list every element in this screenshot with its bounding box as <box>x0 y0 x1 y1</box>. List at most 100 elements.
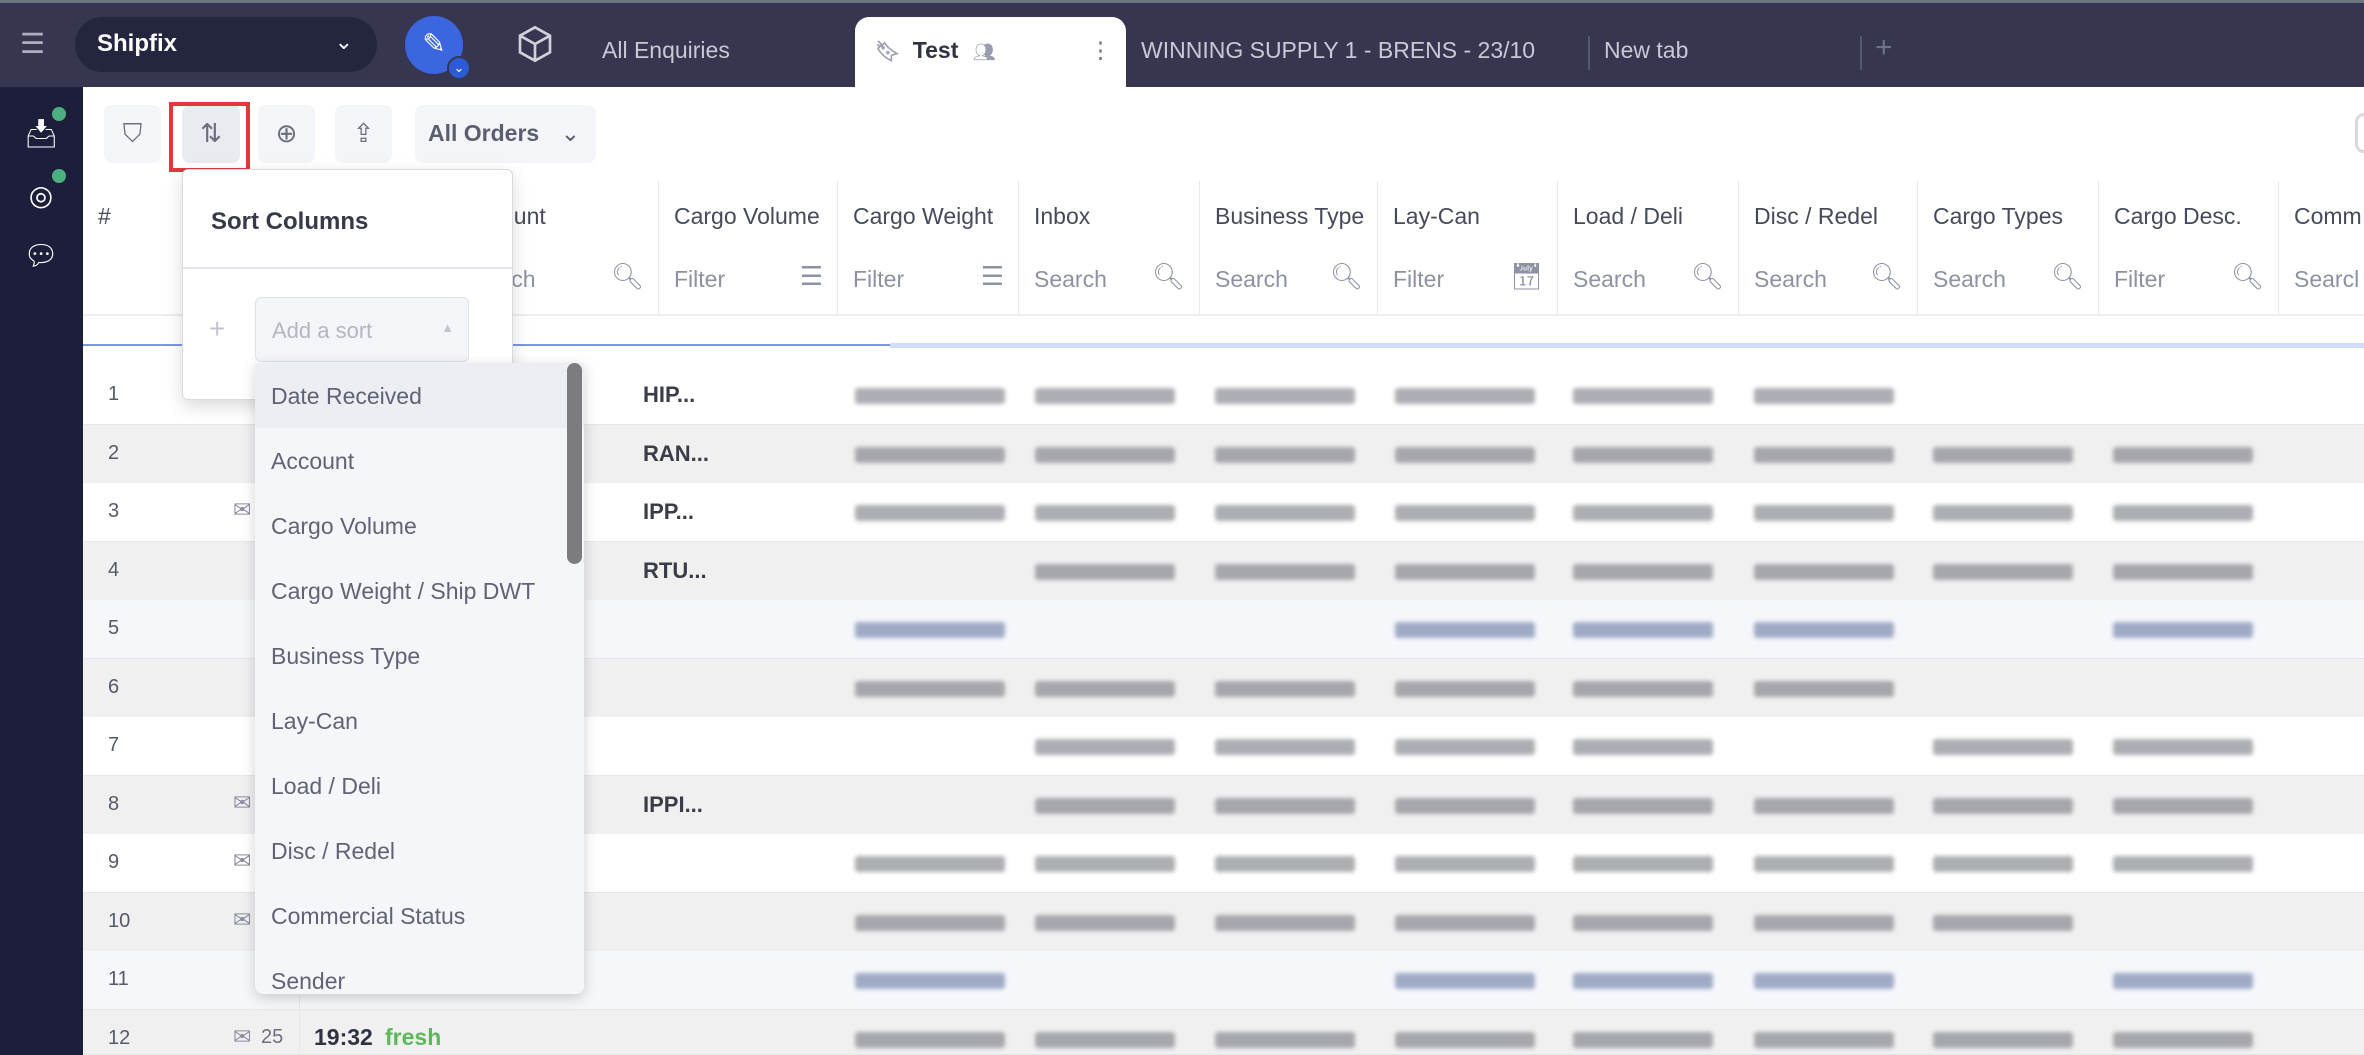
tab-label: All Enquiries <box>602 37 730 63</box>
redacted-cell <box>2113 797 2253 814</box>
compose-button[interactable]: ✎ ⌄ <box>405 16 471 80</box>
chevron-down-icon[interactable]: ⌄ <box>447 56 471 80</box>
sort-option[interactable]: Disc / Redel <box>271 838 395 864</box>
add-button[interactable]: ⊕ <box>258 105 315 163</box>
redacted-cell <box>1215 1031 1355 1048</box>
inbox-icon[interactable]: 📥︎ <box>22 107 66 155</box>
redacted-cell <box>1933 914 2073 931</box>
column-header[interactable]: Inbox Search 🔍︎ <box>1019 181 1200 315</box>
row-number: 2 <box>108 441 120 464</box>
redacted-cell <box>1035 680 1175 697</box>
tab-label: New tab <box>1604 37 1689 63</box>
redacted-cell <box>1395 1031 1535 1048</box>
redacted-cell <box>1754 622 1894 638</box>
filter-button[interactable]: ⛉ <box>104 105 161 163</box>
redacted-cell <box>1754 1031 1894 1048</box>
header-divider <box>83 314 2364 316</box>
column-header[interactable]: Disc / Redel Search 🔍︎ <box>1739 181 1918 315</box>
column-header[interactable]: Comm Searcl <box>2279 181 2364 315</box>
redacted-cell <box>2113 1031 2253 1048</box>
column-title: Lay-Can <box>1393 203 1480 229</box>
column-filter-input[interactable]: Search <box>1573 266 1646 292</box>
menu-icon[interactable]: ☰ <box>20 28 46 59</box>
redacted-cell <box>1933 563 2073 580</box>
redacted-cell <box>1933 446 2073 463</box>
redacted-cell <box>1573 973 1713 989</box>
sort-option[interactable]: Sender <box>271 968 346 994</box>
column-header[interactable]: Cargo Types Search 🔍︎ <box>1918 181 2099 315</box>
add-sort-select[interactable]: Add a sort ▲ <box>255 297 469 362</box>
column-header[interactable]: Cargo Desc. Filter 🔍︎ <box>2099 181 2279 315</box>
sort-option[interactable]: Lay-Can <box>271 708 358 734</box>
sort-option[interactable]: Load / Deli <box>271 773 381 799</box>
tab-winning-supply[interactable]: WINNING SUPPLY 1 - BRENS - 23/10 <box>1141 17 1535 87</box>
filter-icon: ⛉ <box>122 118 143 148</box>
column-filter-input[interactable]: Searcl <box>2294 266 2360 292</box>
row-number: 6 <box>108 675 120 698</box>
tab-test[interactable]: 🔖︎ Test 👥︎ ⋮ <box>855 17 1126 87</box>
chat-icon[interactable]: 💬︎ <box>23 240 59 271</box>
redacted-cell <box>1215 739 1355 755</box>
column-filter-input[interactable]: Filter <box>674 266 726 292</box>
redacted-cell <box>1215 914 1355 931</box>
sort-option[interactable]: Date Received <box>255 363 584 428</box>
redacted-cell <box>1933 856 2073 872</box>
redacted-cell <box>1035 856 1175 872</box>
sort-option[interactable]: Cargo Weight / Ship DWT <box>271 578 536 604</box>
row-number: 10 <box>108 909 131 932</box>
row-number: 9 <box>108 851 120 873</box>
sort-option[interactable]: Account <box>271 448 355 474</box>
redacted-cell <box>2113 973 2253 989</box>
sort-options-dropdown: Date Received Account Cargo Volume Cargo We… <box>255 363 584 994</box>
redacted-cell <box>1933 1031 2073 1048</box>
column-filter-input[interactable]: Search <box>1933 266 2006 292</box>
row-number: 5 <box>108 617 120 639</box>
redacted-cell <box>1395 914 1535 931</box>
column-title: Inbox <box>1034 203 1091 229</box>
view-select[interactable]: All Orders ⌄ <box>415 105 596 163</box>
column-header[interactable]: Cargo Volume Filter ☰ <box>659 181 838 315</box>
column-title: Business Type <box>1215 203 1365 229</box>
redacted-cell <box>1395 563 1535 580</box>
account-cell: RTU... <box>643 557 707 583</box>
column-filter-input[interactable]: Search <box>1215 266 1288 292</box>
row-number: 7 <box>108 734 120 756</box>
redacted-cell <box>1395 856 1535 872</box>
column-filter-input[interactable]: Filter <box>853 266 905 292</box>
column-filter-input[interactable]: Filter <box>2114 266 2166 292</box>
tab-new-tab[interactable]: New tab <box>1604 17 1688 87</box>
column-filter-input[interactable]: Search <box>1034 266 1107 292</box>
column-header[interactable]: Load / Deli Search 🔍︎ <box>1558 181 1739 315</box>
dropdown-scrollbar[interactable] <box>567 363 582 564</box>
notification-dot <box>52 169 66 183</box>
cube-icon[interactable] <box>515 24 555 64</box>
column-filter-input[interactable]: Filter <box>1393 266 1445 292</box>
workspace-switcher[interactable]: Shipfix ⌄ <box>75 17 377 72</box>
redacted-cell <box>1035 446 1175 463</box>
column-header[interactable]: Lay-Can Filter 📅︎ <box>1378 181 1558 315</box>
column-header[interactable]: Business Type Search 🔍︎ <box>1200 181 1378 315</box>
export-button[interactable]: ⇪ <box>335 105 392 163</box>
redacted-cell <box>1395 973 1535 989</box>
table-row[interactable]: 12 ✉︎ 25 19:32 fresh <box>83 1009 2364 1055</box>
add-tab-button[interactable]: + <box>1875 31 1893 64</box>
redacted-cell <box>2113 563 2253 580</box>
radar-icon[interactable]: ◎ <box>22 169 66 217</box>
redacted-cell <box>1933 505 2073 521</box>
sort-option[interactable]: Cargo Volume <box>271 513 417 539</box>
avatar[interactable] <box>2355 113 2364 153</box>
more-options-icon[interactable]: ⋮ <box>1089 37 1112 63</box>
sort-button[interactable]: ⇅ <box>182 105 240 163</box>
sort-option[interactable]: Commercial Status <box>271 903 466 929</box>
search-icon: 🔍︎ <box>2050 261 2084 291</box>
redacted-cell <box>1035 388 1175 404</box>
column-filter-input[interactable]: Search <box>1754 266 1827 292</box>
tab-all-enquiries[interactable]: All Enquiries <box>602 17 730 87</box>
redacted-cell <box>1215 680 1355 697</box>
loading-bar <box>890 343 2364 348</box>
popover-title: Sort Columns <box>211 208 369 235</box>
column-header[interactable]: Cargo Weight Filter ☰ <box>838 181 1019 315</box>
search-icon: 🔍︎ <box>610 261 644 291</box>
caret-up-icon: ▲ <box>441 320 454 335</box>
sort-option[interactable]: Business Type <box>271 643 421 669</box>
